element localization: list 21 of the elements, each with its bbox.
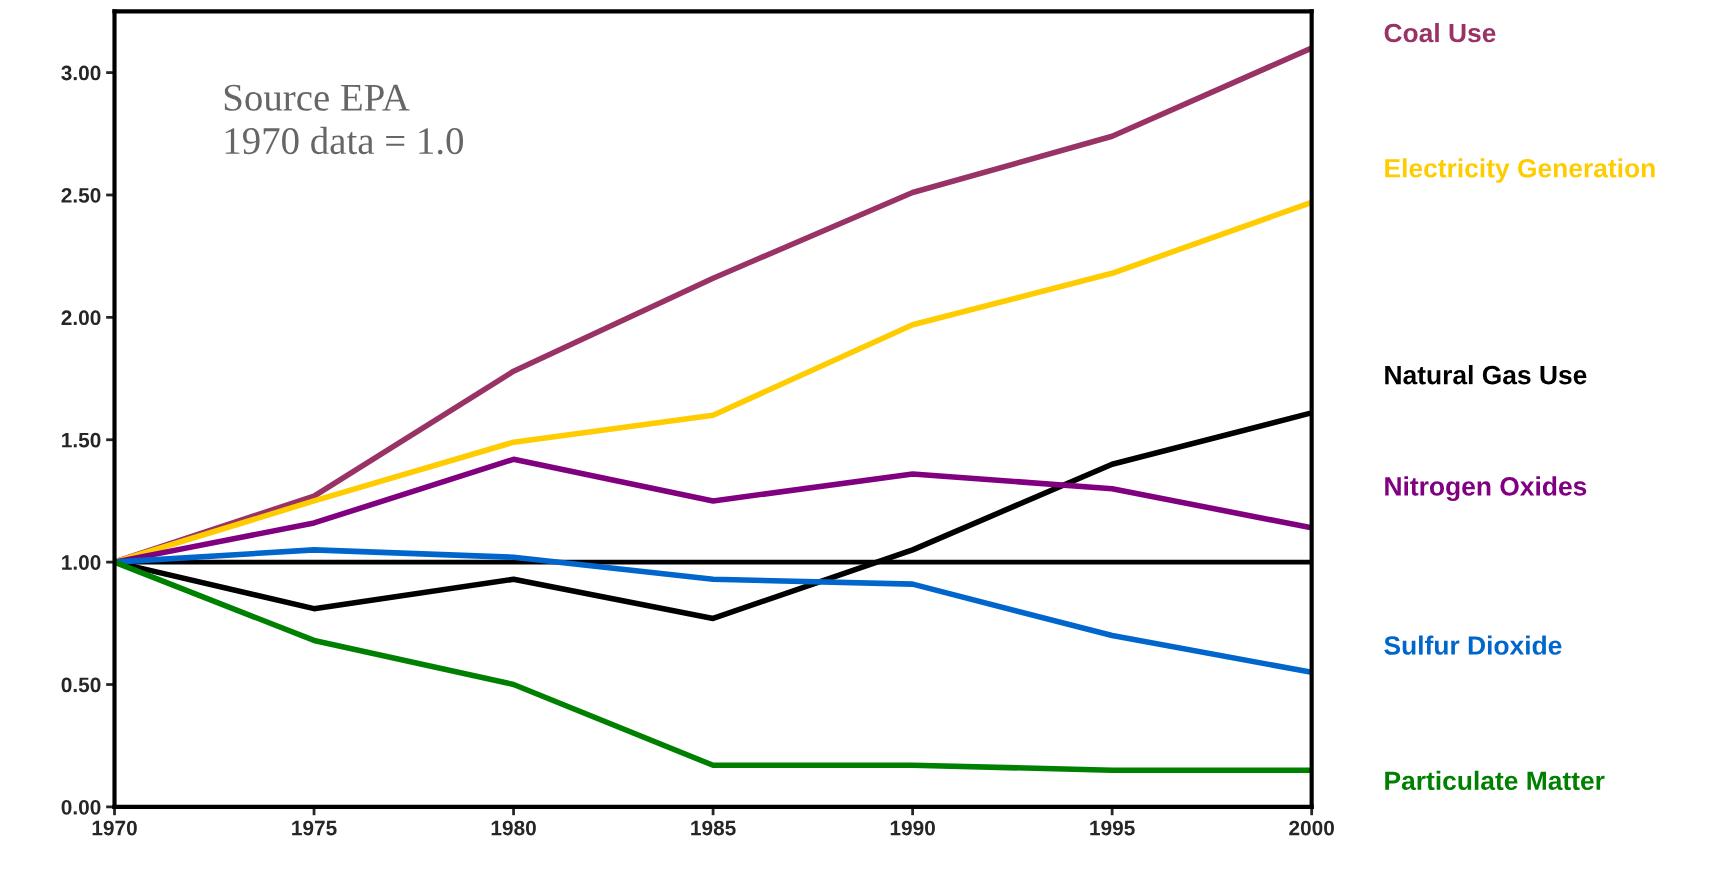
text: Electricity Generation [1385,158,1655,183]
text: Natural Gas Use [1385,365,1587,385]
x-tick-label: 1995 [1090,820,1135,836]
y-tick-label: 1.00 [62,555,101,570]
text: Coal Use [1384,22,1496,43]
x-tick-label: 1975 [292,820,337,836]
y-tick-label: 0.00 [61,799,101,815]
y-tick-label: 2.50 [61,187,101,203]
text: Sulfur Dioxide [1384,635,1562,655]
y-tick-label: 0.50 [61,677,101,693]
x-tick-label: 1970 [92,820,137,836]
y-tick-label: 1.50 [62,432,101,448]
annotation: Source EPA 1970 data = 1.0 [224,84,464,155]
y-tick-label: 3.00 [61,65,101,81]
text: Particulate Matter [1385,770,1605,791]
y-tick-label: 2.00 [61,310,101,326]
x-tick-label: 1980 [491,820,536,836]
text: Nitrogen Oxides [1385,476,1587,502]
x-tick-label: 2000 [1289,820,1334,836]
x-tick-label: 1985 [691,820,736,836]
x-tick-label: 1990 [890,820,935,836]
